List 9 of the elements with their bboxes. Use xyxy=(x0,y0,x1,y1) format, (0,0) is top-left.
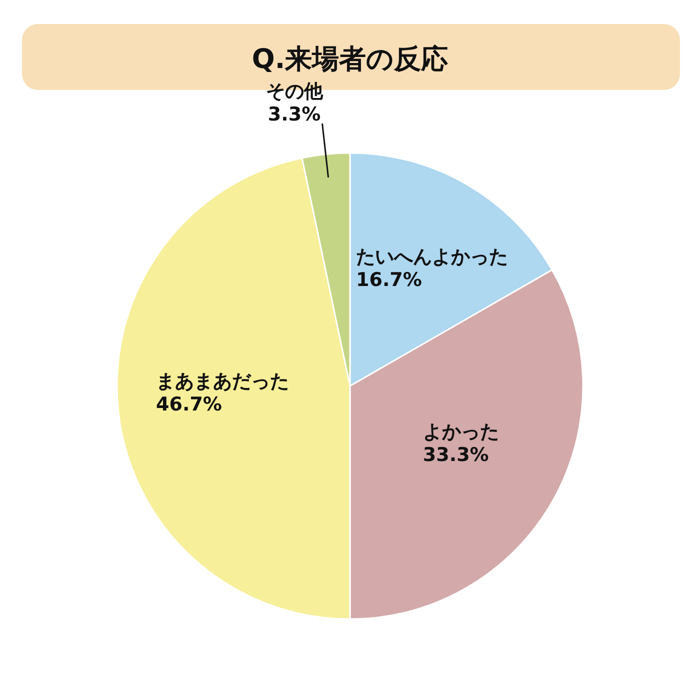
data-label: 16.7% xyxy=(356,269,422,292)
chart-title: Q.来場者の反応 xyxy=(252,44,448,75)
slice-label: たいへんよかった xyxy=(356,246,508,268)
slice-label: まあまあだった xyxy=(156,370,290,392)
data-label: 3.3% xyxy=(268,103,321,126)
data-label: 46.7% xyxy=(156,393,222,416)
slice-label: その他 xyxy=(266,80,324,102)
slice-label: よかった xyxy=(422,421,499,444)
data-label: 33.3% xyxy=(422,444,489,466)
